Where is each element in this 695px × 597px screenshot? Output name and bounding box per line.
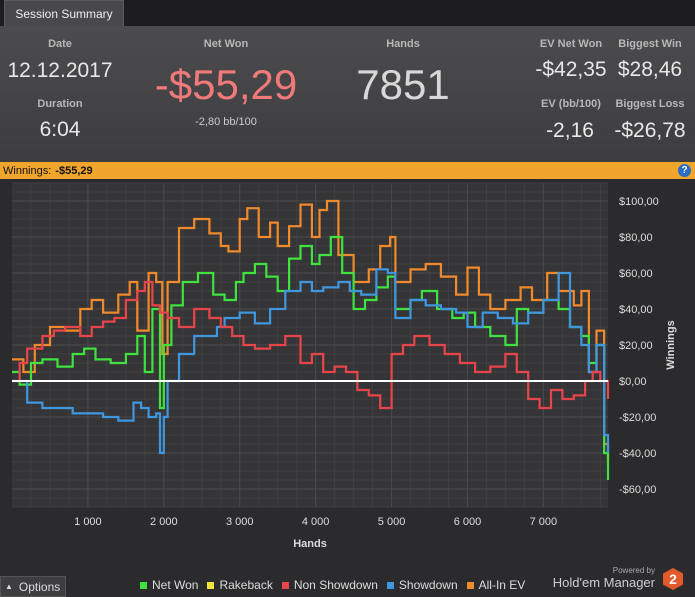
- net-won-bb: -2,80 bb/100: [195, 116, 257, 128]
- powered-by-text: Powered by: [612, 566, 655, 575]
- winnings-chart: $100,00 $80,00 $60,00 $40,00 $20,00 $0,00 -$20…: [0, 179, 695, 572]
- legend-label: Showdown: [398, 578, 458, 592]
- x-tick-label: 6 000: [454, 516, 482, 528]
- legend-label: Rakeback: [219, 578, 273, 592]
- legend-label: Non Showdown: [293, 578, 378, 592]
- y-tick-label: $0,00: [619, 376, 647, 388]
- duration-value: 6:04: [39, 118, 81, 141]
- options-label: Options: [18, 579, 61, 594]
- x-tick-label: 3 000: [226, 516, 254, 528]
- x-tick-label: 2 000: [150, 516, 178, 528]
- x-axis-title: Hands: [293, 538, 327, 550]
- y-tick-label: $40,00: [619, 304, 653, 316]
- legend-item[interactable]: Showdown: [386, 578, 458, 592]
- tab-session-summary[interactable]: Session Summary: [4, 0, 124, 26]
- legend-swatch: [466, 581, 474, 589]
- ev-bb-value: -2,16: [546, 119, 594, 142]
- y-tick-label: -$40,00: [619, 448, 656, 460]
- svg-text:2: 2: [669, 571, 677, 587]
- help-icon[interactable]: ?: [678, 164, 691, 177]
- net-won-label: Net Won: [203, 38, 249, 50]
- bottom-bar: ▲ Options Net Won Rakeback Non Showdown Sho…: [0, 566, 695, 597]
- y-tick-label: -$60,00: [619, 484, 656, 496]
- biggest-loss-label: Biggest Loss: [615, 98, 685, 110]
- session-summary-panel: Date 12.12.2017 Duration 6:04 Net Won -$…: [0, 26, 695, 162]
- legend-swatch: [281, 581, 289, 589]
- winnings-value: -$55,29: [55, 164, 93, 177]
- series-showdown-line: [12, 268, 610, 455]
- date-value: 12.12.2017: [7, 59, 113, 82]
- y-axis-title: Winnings: [665, 320, 677, 369]
- legend-label: All-In EV: [478, 578, 526, 592]
- chart-legend: Net Won Rakeback Non Showdown Showdown All-I…: [140, 578, 534, 592]
- duration-label: Duration: [37, 98, 83, 110]
- brand-name: Hold'em Manager: [552, 575, 655, 590]
- ev-net-won-label: EV Net Won: [539, 38, 603, 50]
- legend-label: Net Won: [152, 578, 199, 592]
- x-tick-label: 7 000: [530, 516, 558, 528]
- brand: Powered by Hold'em Manager 2: [545, 566, 685, 596]
- date-label: Date: [48, 38, 72, 50]
- legend-swatch: [386, 581, 394, 589]
- y-tick-label: -$20,00: [619, 412, 656, 424]
- chart-svg: $100,00 $80,00 $60,00 $40,00 $20,00 $0,00 -$20…: [12, 182, 677, 550]
- x-tick-label: 1 000: [74, 516, 102, 528]
- series-allin_ev-line: [12, 199, 610, 462]
- options-button[interactable]: ▲ Options: [0, 576, 66, 597]
- series-non_showdown-line: [12, 280, 610, 410]
- y-tick-label: $20,00: [619, 340, 653, 352]
- y-tick-label: $100,00: [619, 196, 659, 208]
- biggest-win-label: Biggest Win: [618, 38, 682, 50]
- series-net_won-line: [12, 235, 610, 480]
- hands-value: 7851: [356, 61, 450, 108]
- ev-net-won-value: -$42,35: [535, 58, 607, 81]
- hm2-logo-icon: 2: [663, 568, 683, 590]
- legend-item[interactable]: Net Won: [140, 578, 198, 592]
- biggest-win-value: $28,46: [617, 58, 683, 81]
- legend-item[interactable]: Non Showdown: [281, 578, 378, 592]
- y-tick-label: $80,00: [619, 232, 653, 244]
- hands-label: Hands: [386, 38, 420, 50]
- winnings-bar: Winnings: -$55,29 ?: [0, 162, 695, 179]
- x-tick-label: 4 000: [302, 516, 330, 528]
- winnings-label: Winnings:: [3, 164, 52, 177]
- legend-item[interactable]: All-In EV: [466, 578, 526, 592]
- biggest-loss-value: -$26,78: [614, 119, 686, 142]
- ev-bb-label: EV (bb/100): [541, 98, 601, 110]
- y-tick-label: $60,00: [619, 268, 653, 280]
- chevron-up-icon: ▲: [5, 582, 13, 591]
- x-tick-label: 5 000: [378, 516, 406, 528]
- tab-bar: Session Summary: [0, 0, 695, 26]
- net-won-value: -$55,29: [154, 61, 298, 108]
- legend-swatch: [140, 581, 147, 589]
- legend-item[interactable]: Rakeback: [207, 578, 273, 592]
- legend-swatch: [207, 581, 215, 589]
